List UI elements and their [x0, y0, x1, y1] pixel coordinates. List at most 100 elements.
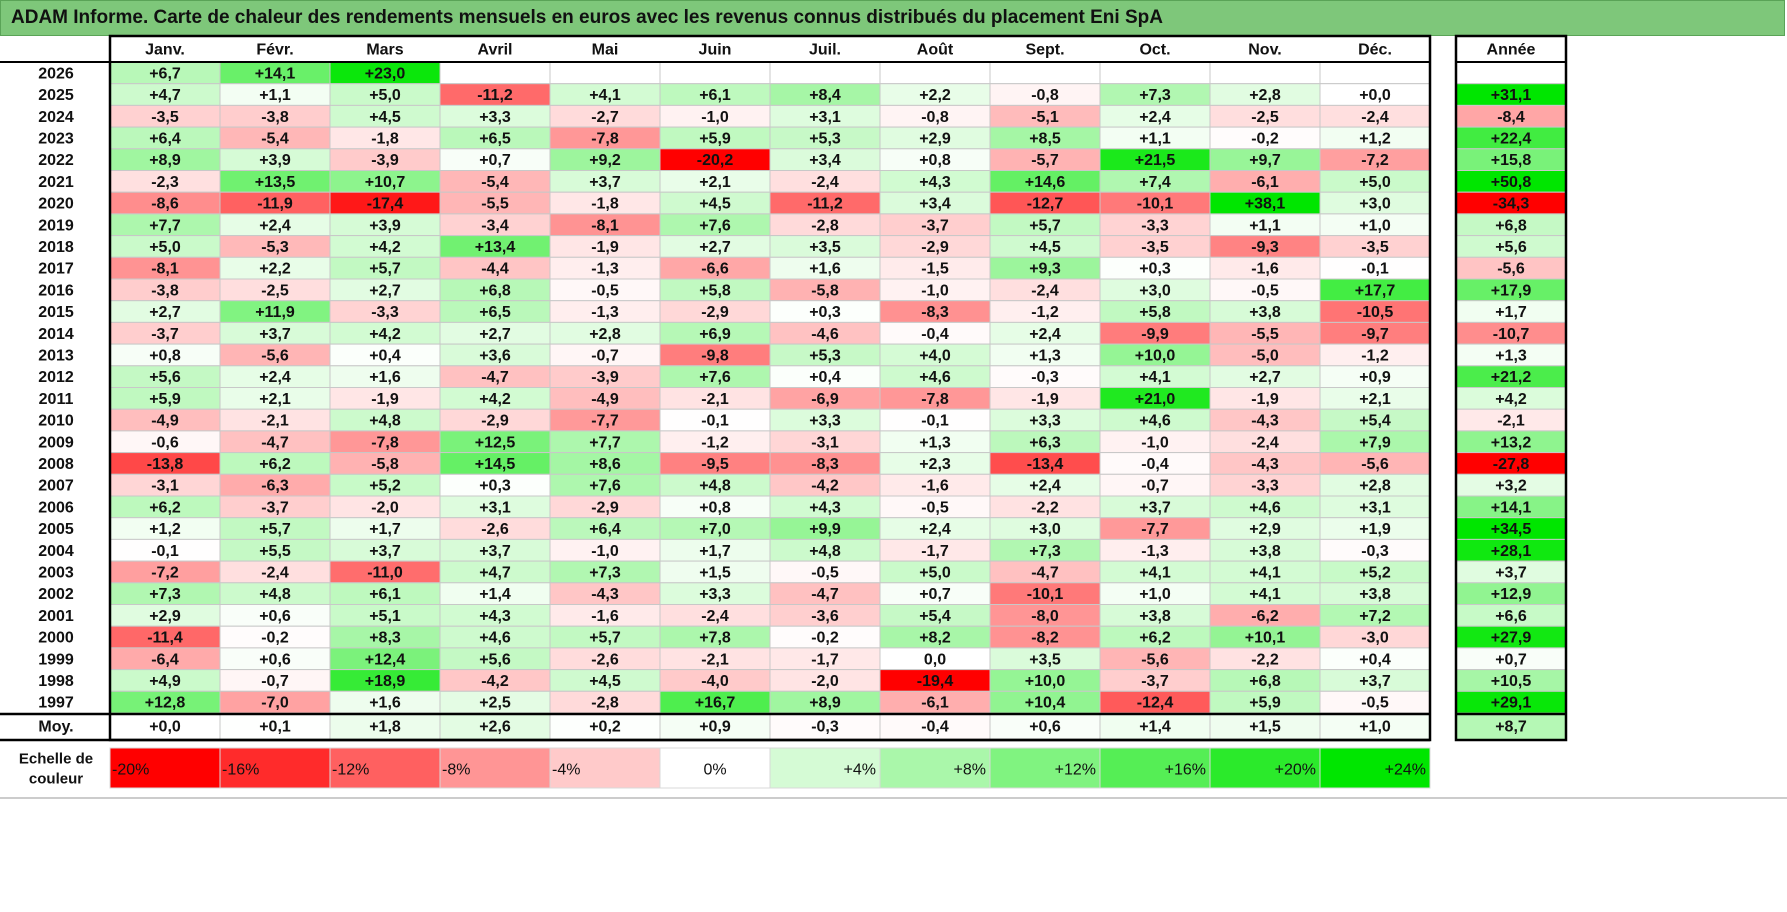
heat-cell-value: +3,7 [259, 326, 291, 343]
heat-cell-value: +7,0 [699, 521, 731, 538]
heat-cell-value: +4,9 [149, 673, 181, 690]
heat-cell-value: -2,5 [1251, 109, 1279, 126]
heat-cell-value: +1,0 [1139, 586, 1171, 603]
annual-cell-value: -10,7 [1493, 326, 1530, 343]
heat-cell-value: +4,0 [919, 347, 951, 364]
month-header: Mai [592, 42, 619, 59]
heat-cell [659, 61, 771, 85]
color-scale-swatch [879, 747, 991, 789]
month-header: Janv. [145, 42, 185, 59]
heat-cell-value: -3,8 [261, 109, 289, 126]
annual-cell-value: +10,5 [1491, 673, 1532, 690]
average-annual-value: +8,7 [1495, 719, 1527, 736]
annual-cell-value: +1,7 [1495, 304, 1527, 321]
heat-cell-value: +18,9 [365, 673, 406, 690]
heat-cell-value: +3,9 [259, 152, 291, 169]
heat-cell-value: -0,1 [701, 413, 729, 430]
heat-cell-value: -5,8 [811, 282, 839, 299]
heat-cell-value: +3,0 [1029, 521, 1061, 538]
heat-cell-value: -1,8 [591, 196, 619, 213]
year-label: 2023 [38, 130, 74, 147]
heat-cell-value: +8,9 [809, 695, 841, 712]
heat-cell-value: -3,7 [261, 499, 289, 516]
heat-cell-value: +3,3 [479, 109, 511, 126]
heat-cell-value: +2,4 [1029, 478, 1061, 495]
heat-cell-value: -7,8 [591, 130, 619, 147]
heat-cell-value: -1,8 [371, 130, 399, 147]
heat-cell-value: +5,2 [369, 478, 401, 495]
heat-cell-value: +3,3 [1029, 413, 1061, 430]
heat-cell-value: -0,2 [261, 630, 289, 647]
heat-cell-value: -5,6 [1141, 651, 1169, 668]
heat-cell-value: +13,4 [475, 239, 516, 256]
chart-title: ADAM Informe. Carte de chaleur des rende… [11, 7, 1163, 28]
heat-cell-value: -11,0 [367, 564, 403, 581]
heat-cell-value: +3,1 [809, 109, 841, 126]
heat-cell-value: +3,5 [1029, 651, 1061, 668]
color-scale-stop-label: +24% [1385, 762, 1426, 779]
heat-cell-value: +2,1 [259, 391, 291, 408]
heat-cell-value: +3,4 [809, 152, 841, 169]
heat-cell-value: -8,3 [811, 456, 839, 473]
heat-cell-value: +5,4 [919, 608, 951, 625]
heat-cell-value: -2,1 [701, 391, 729, 408]
heat-cell-value: +5,7 [589, 630, 621, 647]
heat-cell-value: -0,5 [1361, 695, 1389, 712]
heat-cell-value: +3,0 [1359, 196, 1391, 213]
heat-cell-value: -3,7 [1141, 673, 1169, 690]
heat-cell-value: -7,7 [1141, 521, 1169, 538]
color-scale-swatch [1319, 747, 1431, 789]
heat-cell-value: +7,6 [699, 217, 731, 234]
annual-cell-value: +14,1 [1491, 499, 1532, 516]
color-scale-stop-label: +8% [954, 762, 986, 779]
annual-cell-value: +34,5 [1491, 521, 1532, 538]
color-scale-stop-label: -12% [332, 762, 369, 779]
heat-cell-value: +0,0 [1359, 87, 1391, 104]
heat-cell-value: +0,7 [919, 586, 951, 603]
heat-cell-value: +4,6 [1139, 413, 1171, 430]
heat-cell-value: -0,5 [1251, 282, 1279, 299]
heat-cell-value: -2,4 [1031, 282, 1059, 299]
heat-cell-value: -5,8 [371, 456, 399, 473]
year-label: 2018 [38, 239, 74, 256]
heat-cell-value: +2,9 [919, 130, 951, 147]
heat-cell-value: +9,7 [1249, 152, 1281, 169]
heat-cell-value: +23,0 [365, 65, 406, 82]
heat-cell-value: +0,3 [479, 478, 511, 495]
heat-cell-value: -2,4 [261, 564, 289, 581]
heat-cell-value: -0,3 [1031, 369, 1059, 386]
heat-cell-value: +2,8 [1359, 478, 1391, 495]
heat-cell-value: -2,1 [701, 651, 729, 668]
heat-cell-value: +6,5 [479, 130, 511, 147]
heat-cell-value: -6,9 [811, 391, 839, 408]
heat-cell-value: -2,1 [261, 413, 289, 430]
color-scale-stop-label: +12% [1055, 762, 1096, 779]
heat-cell-value: -5,6 [261, 347, 289, 364]
heat-cell-value: -1,6 [921, 478, 949, 495]
heat-cell-value: -0,3 [1361, 543, 1389, 560]
heat-cell-value: -11,4 [147, 630, 183, 647]
color-scale-stop-label: +20% [1275, 762, 1316, 779]
heat-cell-value: +1,1 [1249, 217, 1281, 234]
heat-cell-value: +4,6 [479, 630, 511, 647]
heat-cell-value: -11,2 [477, 87, 513, 104]
heat-cell-value: +2,2 [919, 87, 951, 104]
heat-cell-value: +3,7 [1139, 499, 1171, 516]
heat-cell-value: -1,3 [1141, 543, 1169, 560]
heat-cell-value: +1,1 [1139, 130, 1171, 147]
annual-cell-value: +12,9 [1491, 586, 1532, 603]
heat-cell-value: -2,9 [481, 413, 509, 430]
annual-cell-value: -27,8 [1493, 456, 1530, 473]
heat-cell-value: +2,2 [259, 261, 291, 278]
heat-cell-value: -4,2 [481, 673, 509, 690]
heat-cell-value: +6,2 [149, 499, 181, 516]
heat-cell-value: +6,8 [479, 282, 511, 299]
heat-cell-value: -11,9 [257, 196, 293, 213]
year-label: 1997 [38, 695, 74, 712]
heat-cell-value: +16,7 [695, 695, 736, 712]
heat-cell-value: +7,4 [1139, 174, 1171, 191]
heat-cell-value: +0,7 [479, 152, 511, 169]
heat-cell-value: -9,9 [1141, 326, 1169, 343]
heat-cell-value: +14,1 [255, 65, 296, 82]
heat-cell-value: +6,4 [589, 521, 621, 538]
